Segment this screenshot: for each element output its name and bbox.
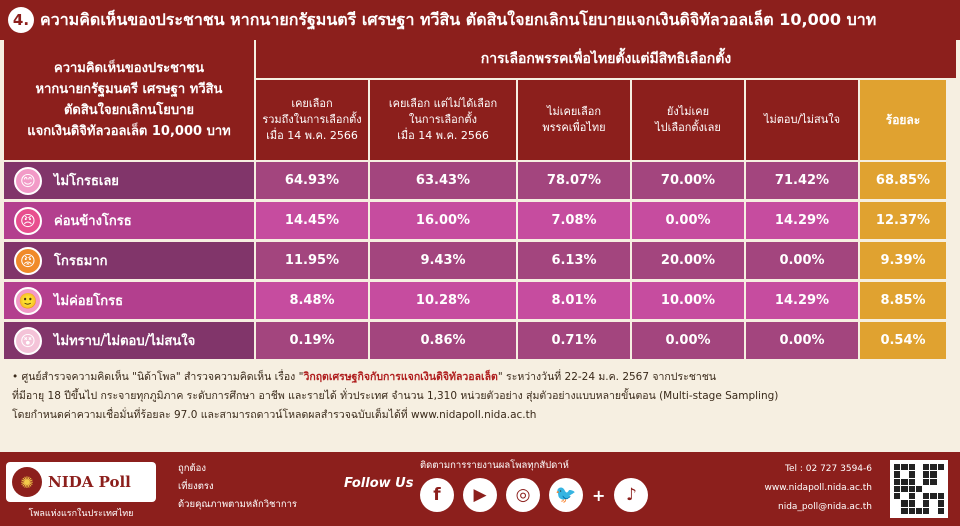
phone-text: Tel : 02 727 3594-6 [785,464,872,474]
total-cell: 68.85% [860,162,946,199]
motto-line: ถูกต้อง [178,463,207,474]
data-cell: 6.13% [518,242,630,279]
row-label-text: โกรธมาก [54,254,108,269]
data-cell: 0.19% [256,322,368,359]
data-cell: 14.45% [256,202,368,239]
data-cell: 70.00% [632,162,744,199]
website-link[interactable]: www.nidapoll.nida.ac.th [764,483,872,493]
data-cell: 7.08% [518,202,630,239]
follow-caption: ติดตามการรายงานผลโพลทุกสัปดาห์ [420,460,569,471]
total-cell: 0.54% [860,322,946,359]
social-links: f ▶ ◎ 🐦 + ♪ [420,478,657,512]
corner-header: ความคิดเห็นของประชาชน หากนายกรัฐมนตรี เศ… [4,40,254,160]
data-cell: 71.42% [746,162,858,199]
column-header: เคยเลือก รวมถึงในการเลือกตั้ง เมื่อ 14 พ… [256,80,368,160]
data-cell: 0.00% [632,202,744,239]
row-label: 🙂 ไม่ค่อยโกรธ [4,282,254,319]
data-cell: 11.95% [256,242,368,279]
note-line-1-post: " ระหว่างวันที่ 22-24 ม.ค. 2567 จากประชา… [497,371,717,383]
neutral-face-icon: 🙂 [14,286,42,315]
title-bar: 4. ความคิดเห็นของประชาชน หากนายกรัฐมนตรี… [0,0,960,40]
survey-notes: • ศูนย์สำรวจความคิดเห็น "นิด้าโพล" สำรวจ… [12,368,948,425]
note-line-2: ที่มีอายุ 18 ปีขึ้นไป กระจายทุกภูมิภาค ร… [12,390,779,402]
note-line-3: โดยกำหนดค่าความเชื่อมั่นที่ร้อยละ 97.0 แ… [12,409,537,421]
motto-line: ด้วยคุณภาพตามหลักวิชาการ [178,499,298,510]
note-line-1-pre: • ศูนย์สำรวจความคิดเห็น "นิด้าโพล" สำรวจ… [12,371,304,383]
data-cell: 0.86% [370,322,516,359]
nida-poll-logo[interactable]: ✺ NIDA Poll [6,462,156,502]
footer: ✺ NIDA Poll โพลแห่งแรกในประเทศไทย ถูกต้อ… [0,452,960,526]
instagram-icon[interactable]: ◎ [506,478,540,512]
row-label: 😊 ไม่โกรธเลย [4,162,254,199]
data-cell: 14.29% [746,202,858,239]
twitter-icon[interactable]: 🐦 [549,478,583,512]
qr-code-icon[interactable] [890,460,948,518]
data-cell: 0.71% [518,322,630,359]
data-cell: 0.00% [746,322,858,359]
data-cell: 64.93% [256,162,368,199]
logo-text: NIDA Poll [48,473,131,491]
email-link[interactable]: nida_poll@nida.ac.th [777,502,872,512]
angry-fire-face-icon: 😡 [14,246,42,275]
motto-line: เที่ยงตรง [178,481,214,492]
row-label: 😡 โกรธมาก [4,242,254,279]
section-number: 4. [8,7,34,33]
results-table: ความคิดเห็นของประชาชน หากนายกรัฐมนตรี เศ… [4,40,956,360]
data-cell: 20.00% [632,242,744,279]
total-cell: 12.37% [860,202,946,239]
plus-sign: + [592,485,606,505]
column-header: ไม่ตอบ/ไม่สนใจ [746,80,858,160]
data-cell: 10.00% [632,282,744,319]
nida-seal-icon: ✺ [12,467,42,497]
row-label-text: ไม่โกรธเลย [54,174,119,189]
data-cell: 78.07% [518,162,630,199]
smile-face-icon: 😊 [14,166,42,195]
row-label-text: ไม่ทราบ/ไม่ตอบ/ไม่สนใจ [54,334,196,349]
annoyed-face-icon: 😠 [14,206,42,235]
facebook-icon[interactable]: f [420,478,454,512]
data-cell: 16.00% [370,202,516,239]
follow-us-label: Follow Us [344,476,414,491]
contact-info: Tel : 02 727 3594-6 www.nidapoll.nida.ac… [740,460,872,517]
row-label-text: ไม่ค่อยโกรธ [54,294,123,309]
note-line-1: • ศูนย์สำรวจความคิดเห็น "นิด้าโพล" สำรวจ… [12,368,948,387]
motto: ถูกต้อง เที่ยงตรง ด้วยคุณภาพตามหลักวิชาก… [178,460,297,514]
note-topic: วิกฤตเศรษฐกิจกับการแจกเงินดิจิทัลวอลเล็ต [303,371,498,383]
data-cell: 8.01% [518,282,630,319]
page-title: ความคิดเห็นของประชาชน หากนายกรัฐมนตรี เศ… [40,9,877,29]
youtube-icon[interactable]: ▶ [463,478,497,512]
column-header: ไม่เคยเลือก พรรคเพื่อไทย [518,80,630,160]
row-label: 😠 ค่อนข้างโกรธ [4,202,254,239]
tiktok-icon[interactable]: ♪ [614,478,649,512]
column-header: เคยเลือก แต่ไม่ได้เลือก ในการเลือกตั้ง เ… [370,80,516,160]
data-cell: 10.28% [370,282,516,319]
confused-face-icon: 😵 [14,326,42,355]
column-header: ยังไม่เคย ไปเลือกตั้งเลย [632,80,744,160]
data-cell: 8.48% [256,282,368,319]
total-cell: 8.85% [860,282,946,319]
row-label-text: ค่อนข้างโกรธ [54,214,132,229]
data-cell: 14.29% [746,282,858,319]
data-cell: 0.00% [746,242,858,279]
data-cell: 63.43% [370,162,516,199]
data-cell: 0.00% [632,322,744,359]
group-header: การเลือกพรรคเพื่อไทยตั้งแต่มีสิทธิเลือกต… [256,40,956,78]
row-label: 😵 ไม่ทราบ/ไม่ตอบ/ไม่สนใจ [4,322,254,359]
total-column-header: ร้อยละ [860,80,946,160]
data-cell: 9.43% [370,242,516,279]
logo-tagline: โพลแห่งแรกในประเทศไทย [28,509,134,519]
total-cell: 9.39% [860,242,946,279]
